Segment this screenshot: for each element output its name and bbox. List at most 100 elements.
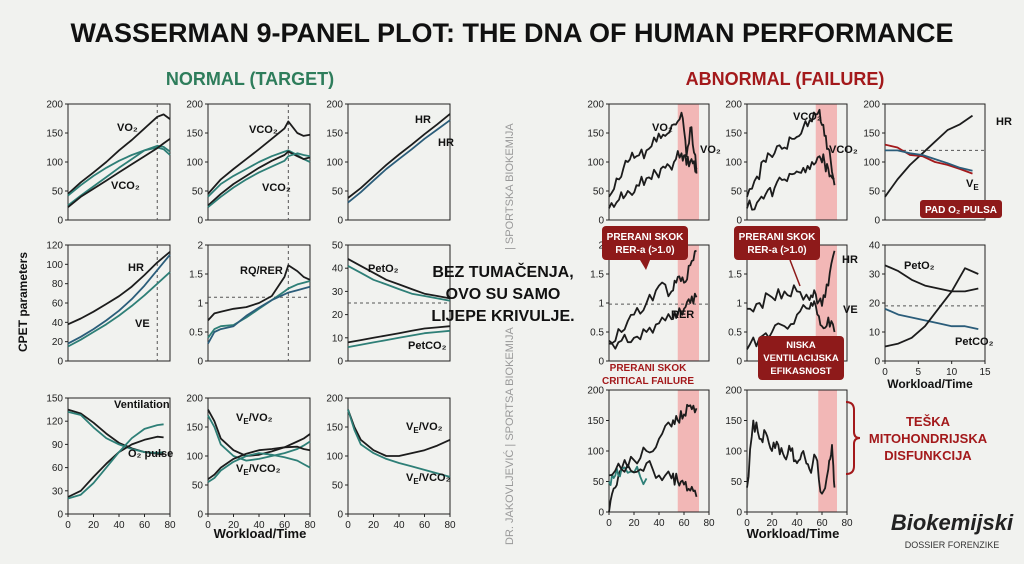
series-VE/VO₂ bbox=[347, 409, 451, 457]
series-VCO₂ bbox=[746, 108, 836, 198]
series-HR bbox=[884, 114, 974, 198]
y-tick-label: 200 bbox=[725, 386, 742, 397]
middle-note-line2: OVO SU SAMO bbox=[446, 286, 561, 303]
y-tick-label: 0 bbox=[598, 357, 604, 368]
series-VO₂ bbox=[67, 113, 171, 195]
annotation-mito: TEŠKA MITOHONDRIJSKA DISFUNKCIJA bbox=[845, 401, 988, 475]
annotation-vent-eff-line3: EFIKASNOST bbox=[770, 366, 831, 377]
series-PetO₂ bbox=[347, 258, 451, 300]
y-tick-label: 50 bbox=[332, 481, 344, 492]
x-tick-label: 20 bbox=[368, 520, 380, 531]
panel-a7: 0 50 100 150 200 0 20 40 60 80 bbox=[587, 386, 715, 530]
failure-band bbox=[815, 104, 837, 220]
y-tick-label: 0 bbox=[874, 357, 880, 368]
series-VE-2 bbox=[67, 254, 171, 345]
y-tick-label: 2 bbox=[598, 241, 604, 252]
y-tick-label: 20 bbox=[52, 337, 64, 348]
panel-a8: 0 50 100 150 200 0 20 40 60 80 bbox=[725, 386, 853, 530]
y-tick-label: 10 bbox=[332, 333, 344, 344]
series-VE/VCO₂-2 bbox=[207, 452, 311, 483]
series-label: HR bbox=[128, 262, 144, 274]
y-tick-label: 50 bbox=[52, 187, 64, 198]
y-tick-label: 100 bbox=[46, 158, 63, 169]
series-label: VE bbox=[843, 304, 858, 316]
y-tick-label: 200 bbox=[587, 100, 604, 111]
y-tick-label: 40 bbox=[332, 264, 344, 275]
y-tick-label: 0 bbox=[337, 357, 343, 368]
series-VO₂ bbox=[608, 111, 698, 198]
middle-note-line3: LIJEPE KRIVULJE. bbox=[431, 308, 574, 325]
brand-logo: Biokemijski DOSSIER FORENZIKE bbox=[891, 510, 1014, 550]
series-PetO₂-2 bbox=[884, 307, 979, 330]
panel-a3: 0 50 100 150 200 HR VE bbox=[863, 100, 1012, 227]
panel-n5: 0 0.5 1 1.5 2 RQ/RER bbox=[189, 241, 311, 368]
y-tick-label: 0 bbox=[57, 357, 63, 368]
y-tick-label: 0 bbox=[337, 216, 343, 227]
y-tick-label: 100 bbox=[46, 260, 63, 271]
y-tick-label: 40 bbox=[869, 241, 881, 252]
annotation-mito-line1: TEŠKA bbox=[906, 414, 951, 429]
series-Ventilation-2 bbox=[67, 411, 164, 454]
y-tick-label: 200 bbox=[186, 394, 203, 405]
series-label: PetCO₂ bbox=[955, 336, 994, 348]
y-tick-label: 50 bbox=[593, 477, 605, 488]
series-VE bbox=[746, 300, 836, 350]
x-tick-label: 40 bbox=[113, 520, 125, 531]
x-tick-label: 80 bbox=[703, 518, 715, 529]
y-tick-label: 150 bbox=[46, 129, 63, 140]
series-VE bbox=[884, 143, 973, 175]
y-tick-label: 150 bbox=[587, 129, 604, 140]
y-tick-label: 0 bbox=[598, 508, 604, 519]
x-tick-label: 0 bbox=[606, 518, 612, 529]
annotation-critical-line2: CRITICAL FAILURE bbox=[602, 376, 694, 387]
y-tick-label: 0.5 bbox=[590, 328, 604, 339]
y-tick-label: 2 bbox=[197, 241, 203, 252]
series-HR-2 bbox=[347, 119, 451, 204]
y-tick-label: 150 bbox=[725, 129, 742, 140]
y-tick-label: 200 bbox=[725, 100, 742, 111]
panel-a4: 0 0.5 1 1.5 2 RER bbox=[590, 241, 710, 368]
failure-band bbox=[815, 245, 837, 361]
series-label: VO₂ bbox=[117, 122, 138, 134]
series-label: VCO₂ bbox=[111, 180, 140, 192]
series-label: VCO₂ bbox=[249, 124, 278, 136]
series-PetO₂ bbox=[884, 264, 979, 293]
y-tick-label: 20 bbox=[332, 310, 344, 321]
y-tick-label: 60 bbox=[52, 463, 64, 474]
y-tick-label: 120 bbox=[46, 417, 63, 428]
panel-n7: 0 30 60 90 120 150 0 20 40 60 80 Ventilation O₂ puls… bbox=[46, 394, 176, 532]
y-tick-label: 40 bbox=[52, 318, 64, 329]
x-tick-label: 80 bbox=[444, 520, 456, 531]
series-VE-high bbox=[608, 403, 698, 513]
annotation-vent-eff-line2: VENTILACIJSKA bbox=[763, 353, 839, 364]
series-label: VO₂ bbox=[700, 144, 721, 156]
series-label: RQ/RER bbox=[240, 265, 283, 277]
series-label: VE/VCO₂ bbox=[236, 463, 281, 477]
series-VCO₂-2 bbox=[746, 153, 835, 211]
series-VE/VO₂ bbox=[207, 409, 311, 457]
y-tick-label: 150 bbox=[186, 129, 203, 140]
x-tick-label: 20 bbox=[628, 518, 640, 529]
series-RER-high bbox=[608, 249, 697, 345]
y-tick-label: 150 bbox=[186, 423, 203, 434]
annotation-critical-line1: PRERANI SKOK bbox=[610, 363, 687, 374]
y-tick-label: 0 bbox=[197, 357, 203, 368]
y-tick-label: 0 bbox=[598, 216, 604, 227]
series-VO₂-2 bbox=[608, 150, 698, 209]
y-tick-label: 1.5 bbox=[728, 270, 742, 281]
panel-n3: 0 50 100 150 200 HR HR bbox=[326, 100, 454, 227]
series-VO₂-2 bbox=[207, 152, 311, 208]
x-tick-label: 0 bbox=[882, 367, 888, 378]
y-tick-label: 0.5 bbox=[189, 328, 203, 339]
y-tick-label: 50 bbox=[192, 481, 204, 492]
series-VCO₂ bbox=[67, 144, 171, 207]
panel-n1: 0 50 100 150 200 VO₂ VCO₂ bbox=[46, 100, 171, 227]
x-tick-label: 60 bbox=[279, 520, 291, 531]
x-tick-label: 20 bbox=[228, 520, 240, 531]
y-axis-label: CPET parameters bbox=[16, 252, 30, 352]
y-tick-label: 100 bbox=[186, 452, 203, 463]
panel-a6: 0 10 20 30 40 0 5 10 15 PetO₂ PetCO₂ bbox=[869, 241, 994, 379]
series-VE/VCO₂ bbox=[347, 409, 451, 478]
y-tick-label: 1 bbox=[736, 299, 742, 310]
